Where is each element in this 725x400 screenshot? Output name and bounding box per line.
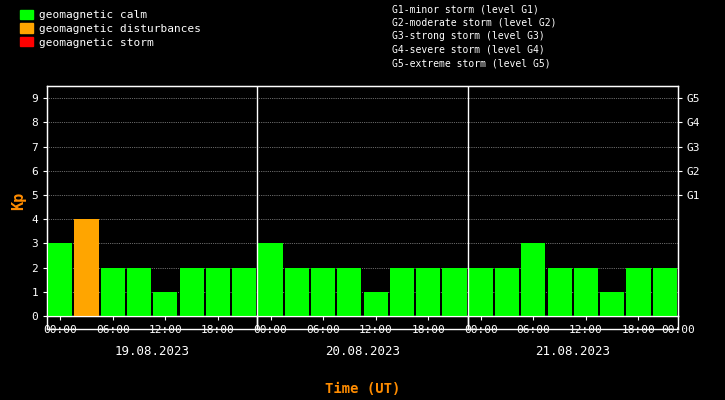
- Bar: [600, 292, 624, 316]
- Bar: [75, 219, 99, 316]
- Bar: [573, 268, 598, 316]
- Text: 19.08.2023: 19.08.2023: [115, 345, 190, 358]
- Bar: [626, 268, 650, 316]
- Bar: [521, 243, 545, 316]
- Bar: [285, 268, 309, 316]
- Bar: [127, 268, 152, 316]
- Bar: [495, 268, 519, 316]
- Bar: [180, 268, 204, 316]
- Bar: [206, 268, 230, 316]
- Bar: [48, 243, 72, 316]
- Bar: [390, 268, 414, 316]
- Legend: geomagnetic calm, geomagnetic disturbances, geomagnetic storm: geomagnetic calm, geomagnetic disturbanc…: [20, 10, 201, 48]
- Y-axis label: Kp: Kp: [11, 192, 26, 210]
- Bar: [652, 268, 677, 316]
- Bar: [416, 268, 440, 316]
- Bar: [258, 243, 283, 316]
- Text: 20.08.2023: 20.08.2023: [325, 345, 400, 358]
- Text: 21.08.2023: 21.08.2023: [535, 345, 610, 358]
- Bar: [232, 268, 257, 316]
- Bar: [547, 268, 572, 316]
- Text: Time (UT): Time (UT): [325, 382, 400, 396]
- Text: G1-minor storm (level G1)
G2-moderate storm (level G2)
G3-strong storm (level G3: G1-minor storm (level G1) G2-moderate st…: [392, 4, 556, 68]
- Bar: [363, 292, 388, 316]
- Bar: [468, 268, 493, 316]
- Bar: [153, 292, 178, 316]
- Bar: [337, 268, 362, 316]
- Bar: [442, 268, 467, 316]
- Bar: [311, 268, 335, 316]
- Bar: [101, 268, 125, 316]
